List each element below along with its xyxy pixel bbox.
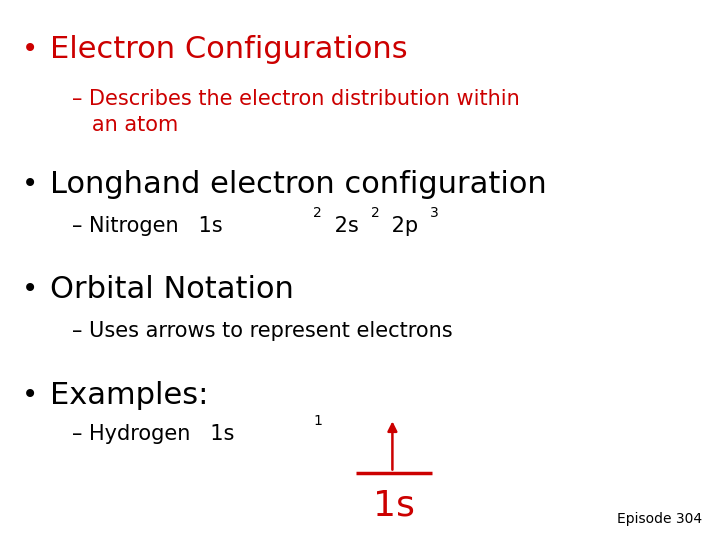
Text: Electron Configurations: Electron Configurations bbox=[50, 35, 408, 64]
Text: •: • bbox=[22, 381, 38, 409]
Text: Orbital Notation: Orbital Notation bbox=[50, 275, 294, 305]
Text: 2: 2 bbox=[371, 206, 379, 220]
Text: – Uses arrows to represent electrons: – Uses arrows to represent electrons bbox=[72, 321, 453, 341]
Text: Examples:: Examples: bbox=[50, 381, 209, 410]
Text: – Hydrogen   1s: – Hydrogen 1s bbox=[72, 424, 235, 444]
Text: 1s: 1s bbox=[373, 489, 415, 523]
Text: •: • bbox=[22, 170, 38, 198]
Text: 2p: 2p bbox=[385, 216, 418, 236]
Text: •: • bbox=[22, 35, 38, 63]
Text: – Nitrogen   1s: – Nitrogen 1s bbox=[72, 216, 222, 236]
Text: Longhand electron configuration: Longhand electron configuration bbox=[50, 170, 547, 199]
Text: 2s: 2s bbox=[328, 216, 359, 236]
Text: •: • bbox=[22, 275, 38, 303]
Text: 2: 2 bbox=[313, 206, 322, 220]
Text: Episode 304: Episode 304 bbox=[617, 512, 702, 526]
Text: 1: 1 bbox=[313, 414, 322, 428]
Text: – Describes the electron distribution within
   an atom: – Describes the electron distribution wi… bbox=[72, 89, 520, 134]
Text: 3: 3 bbox=[430, 206, 438, 220]
